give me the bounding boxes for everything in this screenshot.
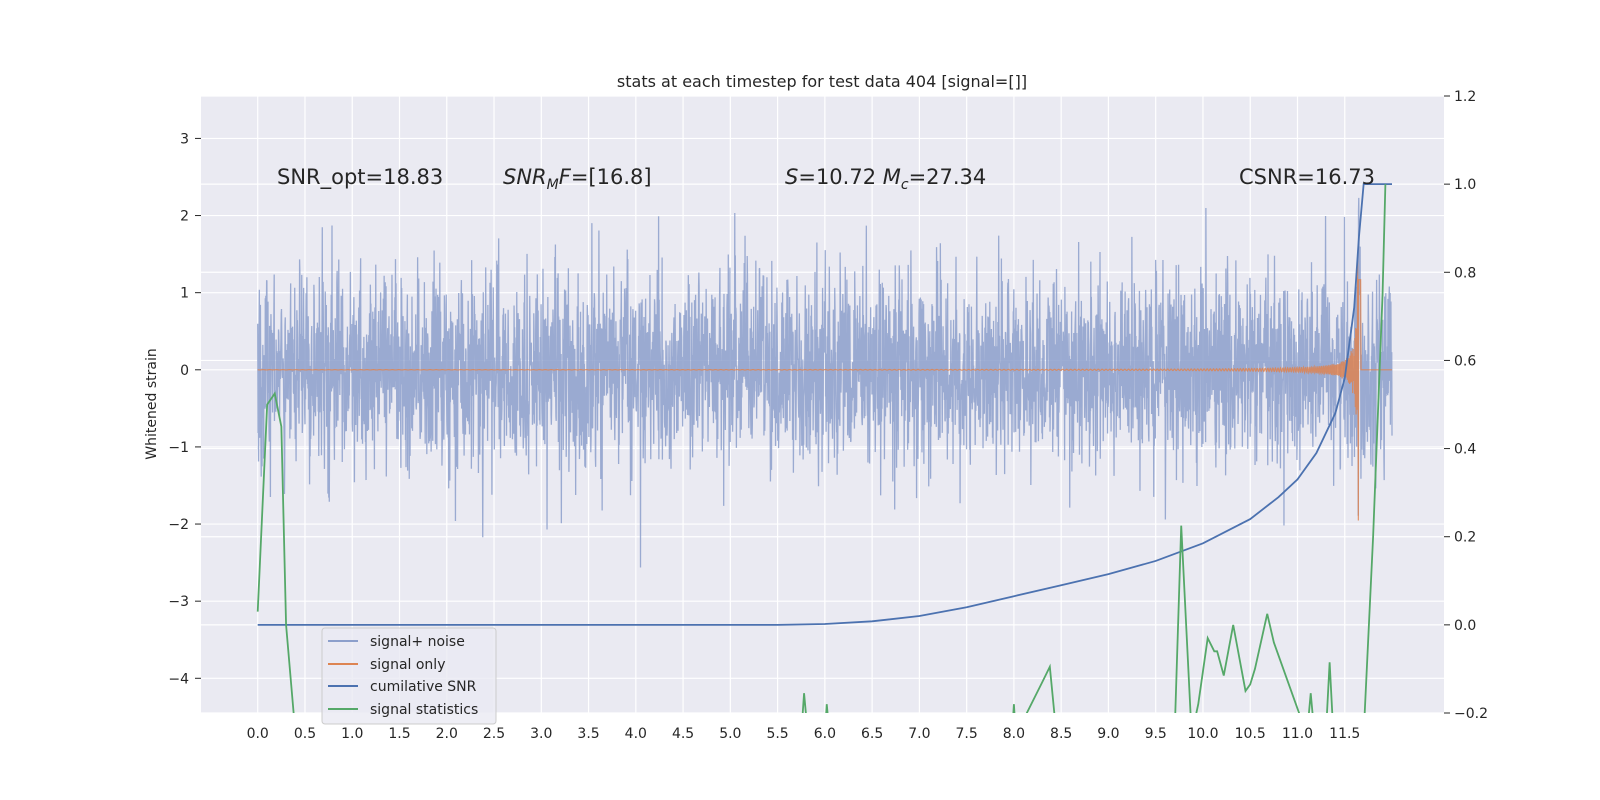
x-tick-label: 4.0	[625, 726, 647, 742]
y-tick-label: 1	[180, 286, 189, 302]
x-tick-label: 11.0	[1282, 726, 1313, 742]
x-tick-label: 8.0	[1003, 726, 1025, 742]
x-tick-label: 1.5	[388, 726, 410, 742]
y-axis-label: Whitened strain	[144, 348, 160, 459]
x-tick-label: 6.5	[861, 726, 883, 742]
y2-tick-label: −0.2	[1454, 706, 1488, 722]
x-tick-label: 0.5	[294, 726, 316, 742]
legend: signal+ noise signal only cumilative SNR…	[321, 627, 497, 725]
y-tick-label: 3	[180, 131, 189, 147]
y2-tick-label: 1.0	[1454, 177, 1476, 193]
y2-tick-label: 0.0	[1454, 618, 1476, 634]
x-tick-label: 10.5	[1235, 726, 1266, 742]
x-tick-label: 7.0	[908, 726, 930, 742]
legend-label-signal-noise: signal+ noise	[370, 634, 465, 650]
x-tick-label: 2.5	[483, 726, 505, 742]
y-tick-label: −4	[168, 671, 189, 687]
x-tick-label: 9.5	[1145, 726, 1167, 742]
x-tick-label: 8.5	[1050, 726, 1072, 742]
x-tick-label: 5.0	[719, 726, 741, 742]
y-axis-left: 3 2 1 0 −1 −2 −3 −4	[168, 131, 201, 687]
series-signal-statistics	[256, 184, 1387, 713]
x-tick-label: 9.0	[1097, 726, 1119, 742]
x-tick-label: 3.0	[530, 726, 552, 742]
y2-tick-label: 0.6	[1454, 353, 1476, 369]
legend-box	[321, 627, 497, 725]
annotation-csnr: CSNR=16.73	[1239, 165, 1375, 189]
y-tick-label: −3	[168, 594, 189, 610]
x-tick-label: 11.5	[1329, 726, 1360, 742]
y-tick-label: 0	[180, 363, 189, 379]
x-tick-label: 5.5	[766, 726, 788, 742]
y2-tick-label: 1.2	[1454, 89, 1476, 105]
x-tick-label: 3.5	[577, 726, 599, 742]
series-cumulative-snr	[257, 183, 1393, 626]
y-axis-right: 1.2 1.0 0.8 0.6 0.4 0.2 0.0 −0.2	[1444, 89, 1488, 722]
chart-title: stats at each timestep for test data 404…	[617, 72, 1027, 91]
y2-tick-label: 0.2	[1454, 530, 1476, 546]
legend-label-signal-statistics: signal statistics	[370, 702, 478, 718]
x-axis: 0.0 0.5 1.0 1.5 2.0 2.5 3.0 3.5 4.0 4.5 5.0 5.5 6.0 6…	[247, 726, 1361, 742]
annotation-snr-opt: SNR_opt=18.83	[277, 165, 443, 190]
series-layer	[256, 183, 1393, 713]
series-signal-only	[257, 260, 1393, 521]
x-tick-label: 4.5	[672, 726, 694, 742]
legend-label-cumulative-snr: cumilative SNR	[370, 679, 477, 695]
x-tick-label: 2.0	[436, 726, 458, 742]
x-tick-label: 6.0	[814, 726, 836, 742]
y-tick-label: −1	[168, 440, 189, 456]
y-tick-label: 2	[180, 209, 189, 225]
annotation-snr-mf: SNRMF=[16.8]	[503, 165, 652, 193]
y2-tick-label: 0.4	[1454, 442, 1476, 458]
y2-tick-label: 0.8	[1454, 265, 1476, 281]
x-tick-label: 7.5	[956, 726, 978, 742]
x-tick-label: 0.0	[247, 726, 269, 742]
x-tick-label: 1.0	[341, 726, 363, 742]
x-tick-label: 10.0	[1187, 726, 1218, 742]
series-signal-noise	[257, 197, 1393, 568]
y-tick-label: −2	[168, 517, 189, 533]
legend-label-signal-only: signal only	[370, 657, 445, 673]
annotation-s-mc: S=10.72 Mc=27.34	[785, 165, 986, 193]
annotations: SNR_opt=18.83 SNRMF=[16.8] S=10.72 Mc=27…	[277, 165, 1375, 193]
